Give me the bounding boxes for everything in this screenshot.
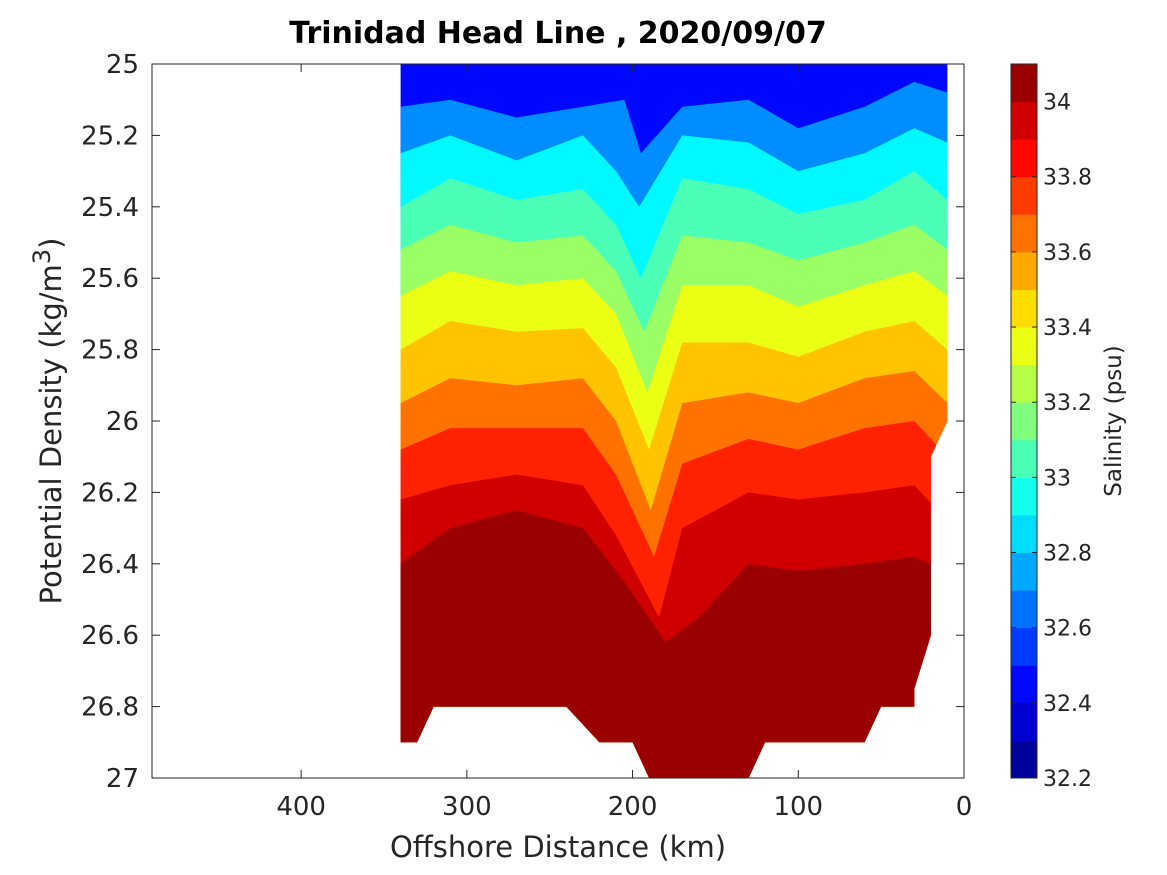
colorbar-tick-label: 32.4 bbox=[1043, 692, 1092, 717]
x-tick-label: 400 bbox=[276, 792, 326, 822]
y-axis-ticks: 25 25.2 25.4 25.6 25.8 26 26.2 26.4 26.6 26.8 27 bbox=[81, 50, 964, 794]
colorbar-segment bbox=[1011, 514, 1037, 554]
colorbar-segment bbox=[1011, 552, 1037, 591]
colorbar-segment bbox=[1011, 627, 1037, 666]
y-tick-label: 25.8 bbox=[81, 336, 139, 366]
y-axis-label-superscript: 3 bbox=[28, 248, 57, 265]
colorbar-segment bbox=[1011, 289, 1037, 328]
y-tick-label: 26.8 bbox=[81, 693, 139, 723]
y-axis-label: Potential Density (kg/m3) bbox=[28, 238, 68, 605]
x-tick-label: 0 bbox=[956, 792, 973, 822]
colorbar-segment bbox=[1011, 327, 1037, 366]
y-tick-label: 26.4 bbox=[81, 550, 139, 580]
y-tick-label: 26 bbox=[106, 407, 139, 437]
colorbar-segment bbox=[1011, 477, 1037, 516]
colorbar-segment bbox=[1011, 64, 1037, 103]
colorbar-frame bbox=[1010, 63, 1038, 779]
y-tick-label: 27 bbox=[106, 764, 139, 794]
colorbar-tick-label: 34 bbox=[1043, 91, 1071, 116]
colorbar-segment bbox=[1011, 439, 1037, 478]
colorbar-segment bbox=[1011, 402, 1037, 441]
colorbar-segment bbox=[1011, 740, 1037, 779]
colorbar-segment bbox=[1011, 101, 1037, 140]
x-tick-label: 300 bbox=[442, 792, 492, 822]
x-tick-label: 100 bbox=[773, 792, 823, 822]
colorbar-tick-label: 33 bbox=[1043, 466, 1071, 491]
colorbar-tick-label: 32.2 bbox=[1043, 767, 1092, 792]
y-tick-label: 25.6 bbox=[81, 264, 139, 294]
colorbar-tick-label: 33.8 bbox=[1043, 166, 1092, 191]
colorbar-segment bbox=[1011, 139, 1037, 178]
y-tick-label: 26.2 bbox=[81, 478, 139, 508]
chart-title: Trinidad Head Line , 2020/09/07 bbox=[289, 16, 827, 51]
colorbar-segment bbox=[1011, 364, 1037, 403]
colorbar-segment bbox=[1011, 665, 1037, 704]
y-tick-label: 25.2 bbox=[81, 121, 139, 151]
colorbar-tick-label: 32.6 bbox=[1043, 617, 1092, 642]
y-tick-label: 25 bbox=[106, 50, 139, 80]
y-tick-label: 26.6 bbox=[81, 621, 139, 651]
colorbar-tick-label: 33.4 bbox=[1043, 316, 1092, 341]
x-tick-label: 200 bbox=[608, 792, 658, 822]
x-axis-label: Offshore Distance (km) bbox=[389, 830, 727, 864]
colorbar: 32.2 32.4 32.6 32.8 33 33.2 33.4 33.6 33.8 34 bbox=[1010, 63, 1092, 792]
contour-bands bbox=[400, 64, 948, 778]
y-tick-label: 25.4 bbox=[81, 193, 139, 223]
colorbar-tick-label: 33.2 bbox=[1043, 391, 1092, 416]
colorbar-tick-label: 32.8 bbox=[1043, 542, 1092, 567]
x-axis-ticks: 400 300 200 100 0 bbox=[276, 64, 972, 822]
colorbar-segment bbox=[1011, 214, 1037, 253]
y-axis-label-main: Potential Density (kg/m bbox=[33, 264, 68, 605]
colorbar-label: Salinity (psu) bbox=[1101, 345, 1127, 497]
colorbar-segment bbox=[1011, 590, 1037, 629]
colorbar-segment bbox=[1011, 702, 1037, 741]
colorbar-segment bbox=[1011, 176, 1037, 215]
colorbar-tick-label: 33.6 bbox=[1043, 241, 1092, 266]
colorbar-segment bbox=[1011, 251, 1037, 290]
y-axis-label-end: ) bbox=[33, 237, 68, 249]
